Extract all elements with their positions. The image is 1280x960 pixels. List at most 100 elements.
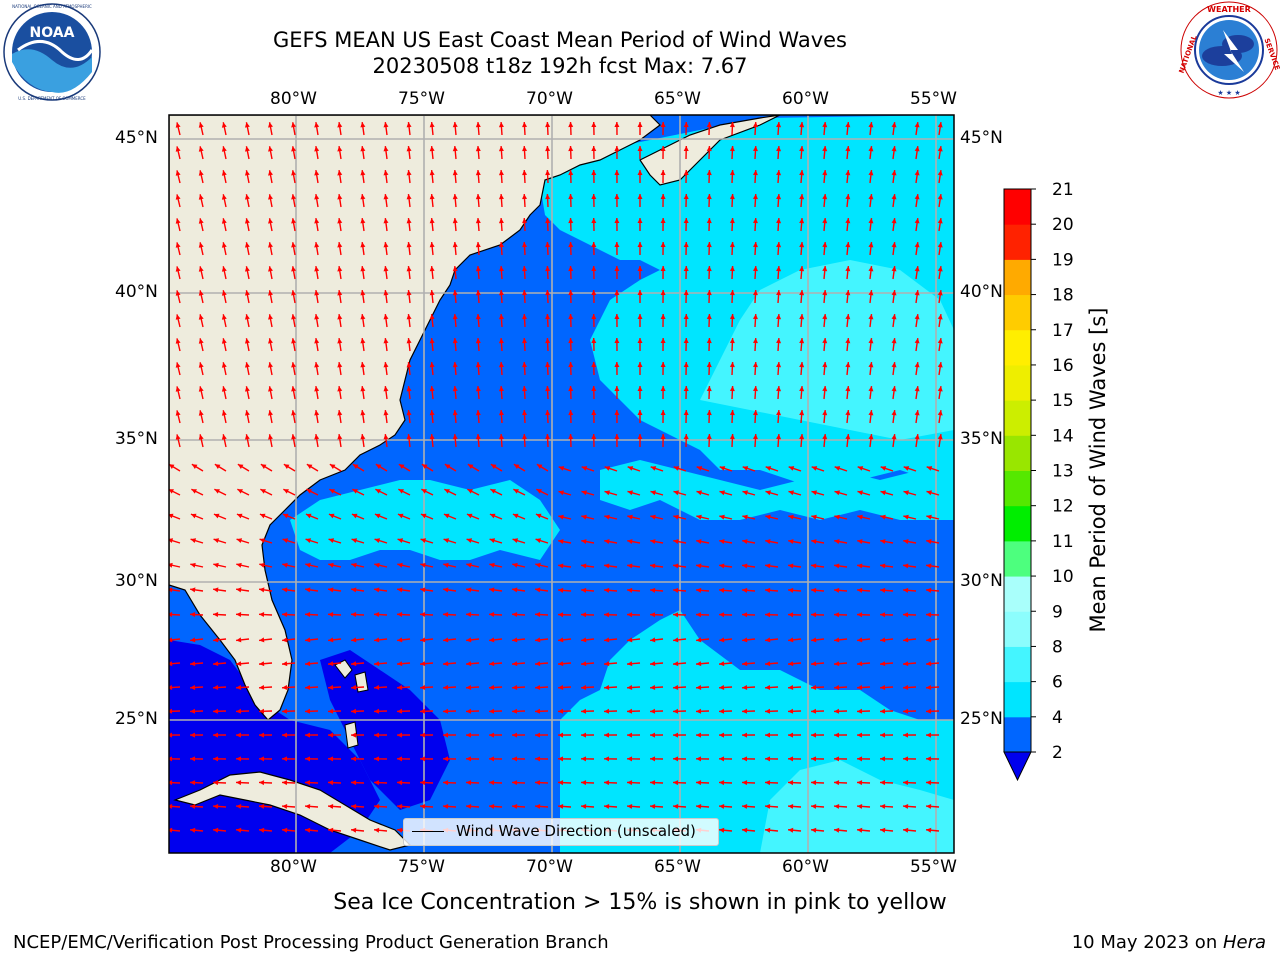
direction-arrow-head [880,827,886,833]
direction-arrow-head [512,562,518,568]
direction-arrow-head [581,708,587,714]
direction-arrow-head [535,732,541,738]
direction-arrow-head [729,242,735,248]
direction-arrow-head [752,122,758,128]
direction-arrow-head [374,803,380,809]
sea-ice-footnote: Sea Ice Concentration > 15% is shown in … [0,890,1280,915]
direction-arrow-head [291,362,297,368]
direction-arrow-head [591,146,597,152]
direction-arrow-head [834,637,840,643]
direction-arrow-head [337,314,343,320]
direction-arrow-head [268,410,273,416]
direction-arrow-head [328,684,334,690]
direction-arrow-head [522,290,528,296]
direction-arrow-head [452,146,458,152]
direction-arrow-head [305,637,311,643]
direction-arrow-head [512,708,518,714]
direction-arrow-head [683,218,689,224]
direction-arrow-head [282,513,289,519]
direction-arrow-head [683,362,689,368]
direction-arrow-head [374,661,380,667]
direction-arrow-head [845,410,851,416]
direction-arrow-head [466,612,472,618]
direction-arrow-head [822,386,828,392]
direction-arrow-head [306,489,312,494]
direction-arrow-head [765,587,771,593]
direction-arrow-head [522,434,528,440]
direction-arrow-head [291,242,297,248]
direction-arrow-head [420,780,426,786]
direction-arrow-head [811,803,817,809]
direction-arrow-head [498,338,504,344]
direction-arrow-head [498,242,504,248]
direction-arrow-head [614,314,620,320]
direction-arrow-head [236,803,242,809]
direction-arrow-head [627,637,633,643]
direction-arrow-head [857,612,863,618]
direction-arrow-head [328,637,334,643]
direction-arrow-head [420,513,427,519]
direction-arrow-head [903,661,909,667]
noaa-logo-icon: NOAA NATIONAL OCEANIC AND ATMOSPHERIC U.… [3,3,101,101]
direction-arrow-head [406,314,412,320]
direction-arrow-head [719,466,726,471]
direction-arrow-head [719,708,725,714]
direction-arrow-head [398,489,404,494]
direction-arrow-head [637,362,643,367]
chart-title: GEFS MEAN US East Coast Mean Period of W… [273,28,847,52]
direction-arrow-head [190,780,196,786]
direction-arrow-head [213,661,219,667]
direction-arrow-head [260,489,266,494]
direction-arrow-head [799,218,805,224]
direction-arrow-head [545,362,551,368]
direction-arrow-head [545,290,551,296]
direction-arrow-head [604,661,610,667]
direction-arrow-head [729,290,735,296]
direction-arrow-head [696,587,702,593]
direction-arrow-head [498,122,504,128]
direction-arrow-head [696,803,702,809]
direction-arrow-head [673,563,679,569]
direction-arrow-head [742,466,749,471]
direction-arrow-head [696,661,702,667]
direction-arrow-head [614,290,620,296]
direction-arrow-head [397,803,403,809]
direction-arrow-head [822,242,828,248]
direction-arrow-head [244,146,250,152]
direction-arrow-head [719,539,725,545]
direction-arrow-head [466,732,472,738]
direction-arrow-head [351,684,357,690]
chart-subtitle: 20230508 t18z 192h fcst Max: 7.67 [372,54,748,78]
direction-arrow-head [169,538,174,544]
direction-arrow-head [420,562,426,568]
direction-arrow-head [591,194,597,200]
direction-arrow-head [868,122,874,128]
direction-arrow-head [891,170,897,176]
direction-arrow-head [314,170,320,176]
direction-arrow-head [834,780,840,786]
direction-arrow-head [719,563,725,569]
direction-arrow-head [545,218,551,224]
direction-arrow-head [788,780,794,786]
direction-arrow-head [244,218,250,224]
direction-arrow-head [383,434,389,440]
direction-arrow-head [683,122,689,128]
direction-arrow-head [244,122,250,128]
direction-arrow-head [568,434,574,440]
direction-arrow-head [937,290,943,296]
direction-arrow-head [397,827,403,833]
direction-arrow-head [903,587,909,593]
direction-arrow-head [221,338,227,344]
direction-arrow-head [765,563,771,569]
colorbar-segment [1004,189,1031,225]
direction-arrow-head [581,514,587,520]
direction-arrow-head [244,170,250,176]
direction-arrow-head [475,290,481,296]
direction-arrow-head [868,362,874,368]
direction-arrow-head [914,170,920,176]
direction-arrow-head [522,122,528,128]
direction-arrow-head [351,538,358,544]
direction-arrow-head [914,218,920,224]
direction-arrow-head [169,661,173,667]
direction-arrow-head [719,684,725,690]
